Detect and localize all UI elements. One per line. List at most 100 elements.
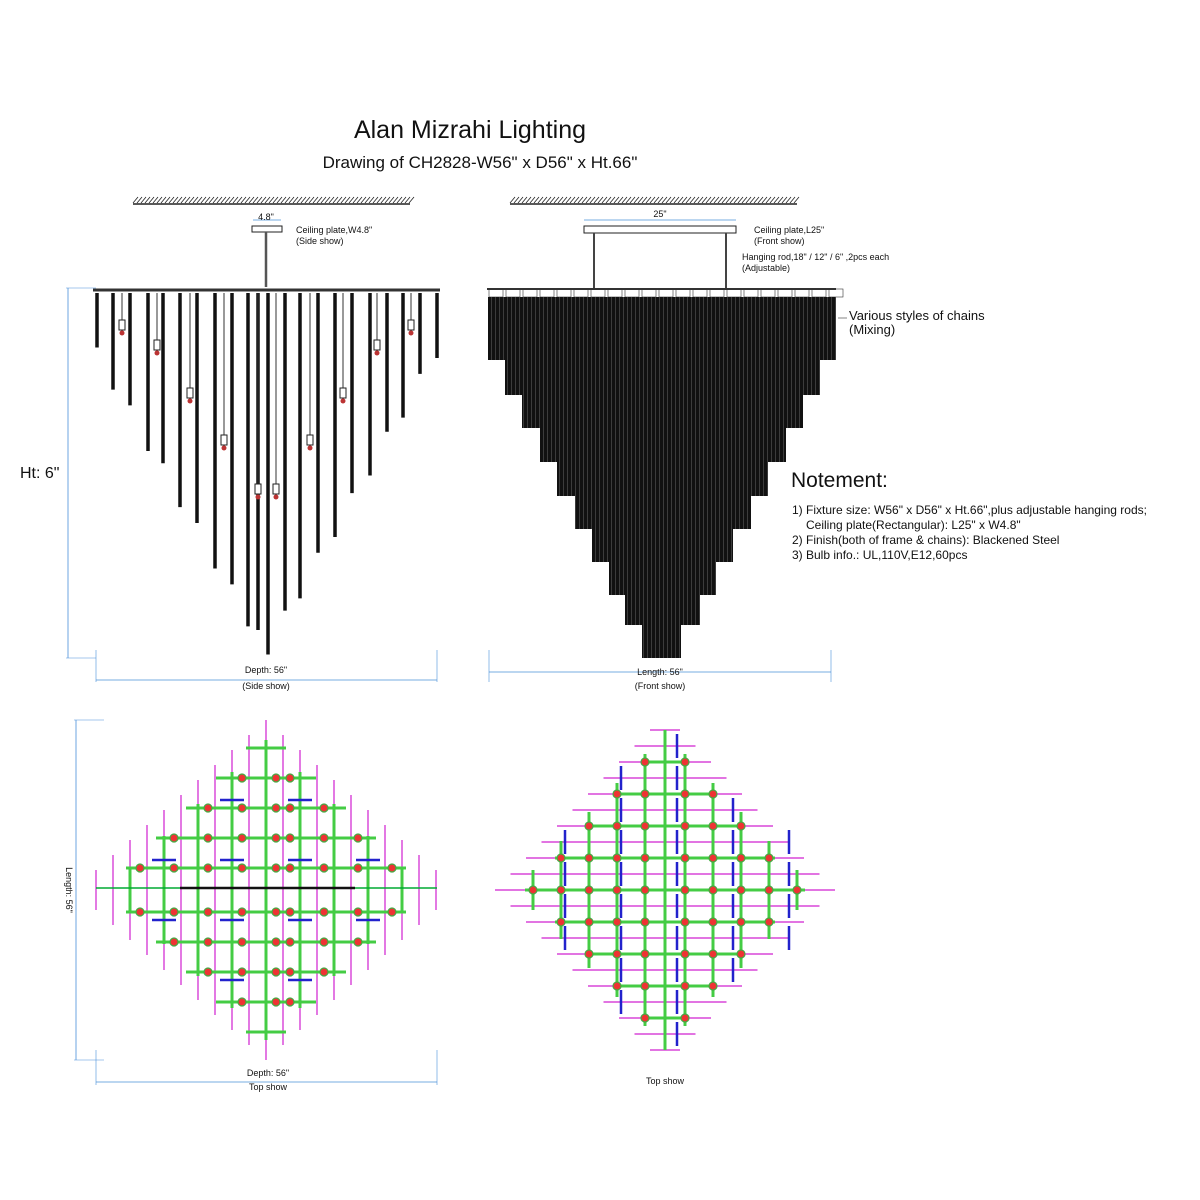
chain-tier — [609, 558, 716, 595]
hatch — [144, 196, 151, 204]
hatch — [513, 196, 520, 204]
hatch — [256, 196, 263, 204]
hatch — [140, 196, 147, 204]
bulb — [736, 917, 746, 927]
hatch — [136, 196, 143, 204]
hatch — [148, 196, 155, 204]
bulb — [680, 853, 690, 863]
bulb — [387, 907, 397, 917]
hatch — [565, 196, 572, 204]
bulb — [612, 885, 622, 895]
hatch — [388, 196, 395, 204]
bulb — [203, 967, 213, 977]
bulb — [353, 937, 363, 947]
bulb — [203, 863, 213, 873]
lamp-socket — [373, 339, 381, 351]
bulb — [340, 398, 346, 404]
hatch — [276, 196, 283, 204]
hatch — [328, 196, 335, 204]
hatch — [681, 196, 688, 204]
bulb — [285, 833, 295, 843]
bulb — [135, 863, 145, 873]
hatch — [737, 196, 744, 204]
hatch — [220, 196, 227, 204]
label: Hanging rod,18" / 12" / 6" ,2pcs each — [742, 252, 889, 262]
bulb — [169, 937, 179, 947]
hatch — [657, 196, 664, 204]
hatch — [521, 196, 528, 204]
bulb — [154, 350, 160, 356]
hatch — [360, 196, 367, 204]
bulb — [708, 981, 718, 991]
bulb — [319, 803, 329, 813]
hatch — [212, 196, 219, 204]
hatch — [625, 196, 632, 204]
note: 1) Fixture size: W56" x D56" x Ht.66",pl… — [792, 503, 1147, 517]
hatch — [749, 196, 756, 204]
bulb — [680, 821, 690, 831]
hatch — [340, 196, 347, 204]
bulb — [556, 853, 566, 863]
hatch — [709, 196, 716, 204]
bulb — [353, 863, 363, 873]
hatch — [320, 196, 327, 204]
hatch — [376, 196, 383, 204]
bulb — [584, 917, 594, 927]
hatch — [569, 196, 576, 204]
hatch — [617, 196, 624, 204]
lamp-socket — [306, 434, 314, 446]
bulb — [612, 853, 622, 863]
hatch — [517, 196, 524, 204]
bulb — [708, 821, 718, 831]
bulb — [203, 937, 213, 947]
bulb — [387, 863, 397, 873]
bulb — [203, 803, 213, 813]
hatch — [348, 196, 355, 204]
bulb — [271, 907, 281, 917]
hatch — [613, 196, 620, 204]
bulb — [285, 803, 295, 813]
hatch — [264, 196, 271, 204]
bulb — [584, 853, 594, 863]
hatch — [252, 196, 259, 204]
bulb — [169, 833, 179, 843]
bulb — [612, 789, 622, 799]
subtitle: Drawing of CH2828-W56" x D56" x Ht.66" — [323, 153, 638, 172]
notes-heading: Notement: — [791, 469, 888, 492]
bulb — [680, 789, 690, 799]
chain-tier — [575, 492, 751, 529]
bulb — [408, 330, 414, 336]
hatch — [248, 196, 255, 204]
hatch — [685, 196, 692, 204]
hatch — [773, 196, 780, 204]
dim: Length: 56" — [64, 867, 74, 913]
hatch — [753, 196, 760, 204]
bulb — [285, 937, 295, 947]
hatch — [192, 196, 199, 204]
hatch — [284, 196, 291, 204]
hatch — [232, 196, 239, 204]
hatch — [717, 196, 724, 204]
hatch — [132, 196, 139, 204]
bulb — [736, 885, 746, 895]
hatch — [593, 196, 600, 204]
hatch — [352, 196, 359, 204]
hatch — [208, 196, 215, 204]
hatch — [641, 196, 648, 204]
bulb — [708, 789, 718, 799]
hatch — [384, 196, 391, 204]
bulb — [640, 917, 650, 927]
hatch — [509, 196, 516, 204]
hatch — [725, 196, 732, 204]
bulb — [353, 907, 363, 917]
bulb — [584, 821, 594, 831]
chain-tier — [592, 525, 733, 562]
hatch — [216, 196, 223, 204]
hatch — [404, 196, 411, 204]
bulb — [135, 907, 145, 917]
hatch — [368, 196, 375, 204]
hatch — [332, 196, 339, 204]
bulb — [680, 1013, 690, 1023]
